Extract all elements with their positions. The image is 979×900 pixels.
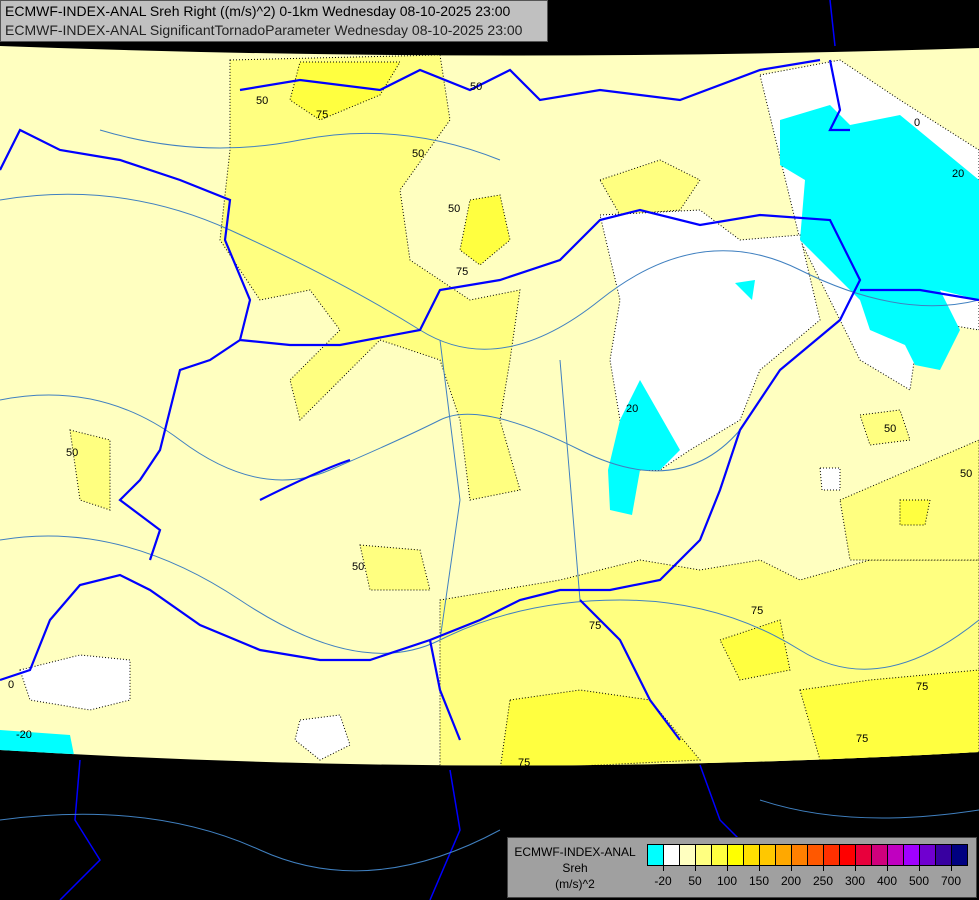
contour-label: 50 — [470, 81, 482, 93]
legend-tick-label: -20 — [654, 874, 672, 888]
contour-label: 20 — [626, 403, 638, 415]
legend-tick — [663, 866, 664, 871]
legend-tick-label: 700 — [940, 874, 962, 888]
contour-label: 75 — [518, 757, 530, 769]
legend-tick — [951, 866, 952, 871]
legend-swatch — [936, 845, 952, 865]
contour-label: 50 — [66, 447, 78, 459]
legend-swatch — [824, 845, 840, 865]
country-borders — [0, 58, 979, 741]
legend-tick — [887, 866, 888, 871]
contour-label: 50 — [352, 561, 364, 573]
contour-label: 50 — [256, 95, 268, 107]
legend-swatch — [776, 845, 792, 865]
contour-label: 50 — [448, 203, 460, 215]
legend-tick-label: 300 — [844, 874, 866, 888]
contour-labels: 50 75 50 50 50 75 0 20 20 50 50 50 50 75… — [8, 81, 972, 769]
contour-label: 50 — [960, 468, 972, 480]
legend-tick-label: 100 — [716, 874, 738, 888]
title-box: ECMWF-INDEX-ANAL Sreh Right ((m/s)^2) 0-… — [0, 0, 548, 42]
legend-swatch — [648, 845, 664, 865]
legend-swatch — [872, 845, 888, 865]
legend-model: ECMWF-INDEX-ANAL — [514, 845, 636, 859]
legend-tick-label: 200 — [780, 874, 802, 888]
legend-tick — [727, 866, 728, 871]
contour-label: 50 — [412, 148, 424, 160]
legend-tick — [919, 866, 920, 871]
legend-tick — [759, 866, 760, 871]
legend-tick — [791, 866, 792, 871]
outer-rivers — [0, 799, 979, 872]
contour-label: 75 — [589, 620, 601, 632]
legend-tick-label: 400 — [876, 874, 898, 888]
legend-swatch — [760, 845, 776, 865]
contour-label: 75 — [856, 733, 868, 745]
title-line-2: ECMWF-INDEX-ANAL SignificantTornadoParam… — [5, 22, 523, 38]
legend-swatch — [680, 845, 696, 865]
contour-label: 75 — [316, 109, 328, 121]
legend-caption: ECMWF-INDEX-ANAL Sreh (m/s)^2 — [510, 844, 640, 892]
title-line-1: ECMWF-INDEX-ANAL Sreh Right ((m/s)^2) 0-… — [5, 3, 511, 19]
legend-ticks: -20 50 100 150 200 250 300 400 500 700 — [647, 866, 969, 896]
legend-variable: Sreh — [562, 861, 588, 875]
legend-tick-label: 50 — [688, 874, 702, 888]
contour-label: 75 — [916, 681, 928, 693]
legend-tick — [695, 866, 696, 871]
legend-swatch — [664, 845, 680, 865]
legend-swatches — [647, 844, 968, 866]
legend-tick-label: 500 — [908, 874, 930, 888]
legend-tick-label: 250 — [812, 874, 834, 888]
legend-swatch — [920, 845, 936, 865]
legend-swatch — [712, 845, 728, 865]
legend-unit: (m/s)^2 — [555, 877, 595, 891]
contour-75-areas — [289, 61, 979, 766]
rivers — [0, 129, 979, 670]
contour-label: 75 — [456, 266, 468, 278]
legend-swatch — [952, 845, 967, 865]
legend-tick-label: 150 — [748, 874, 770, 888]
legend-swatch — [840, 845, 856, 865]
legend-tick — [855, 866, 856, 871]
legend-swatch — [856, 845, 872, 865]
legend-swatch — [696, 845, 712, 865]
contour-label: 75 — [751, 605, 763, 617]
contour-label: 0 — [8, 679, 14, 691]
contour-label: 0 — [914, 117, 920, 129]
contour-label: -20 — [16, 729, 32, 741]
legend-swatch — [744, 845, 760, 865]
contour-label: 50 — [884, 423, 896, 435]
legend-swatch — [792, 845, 808, 865]
legend-swatch — [808, 845, 824, 865]
legend-swatch — [904, 845, 920, 865]
legend-swatch — [728, 845, 744, 865]
color-legend: ECMWF-INDEX-ANAL Sreh (m/s)^2 -20 50 100 15… — [507, 837, 977, 898]
legend-swatch — [888, 845, 904, 865]
contour-label: 20 — [952, 168, 964, 180]
legend-tick — [823, 866, 824, 871]
